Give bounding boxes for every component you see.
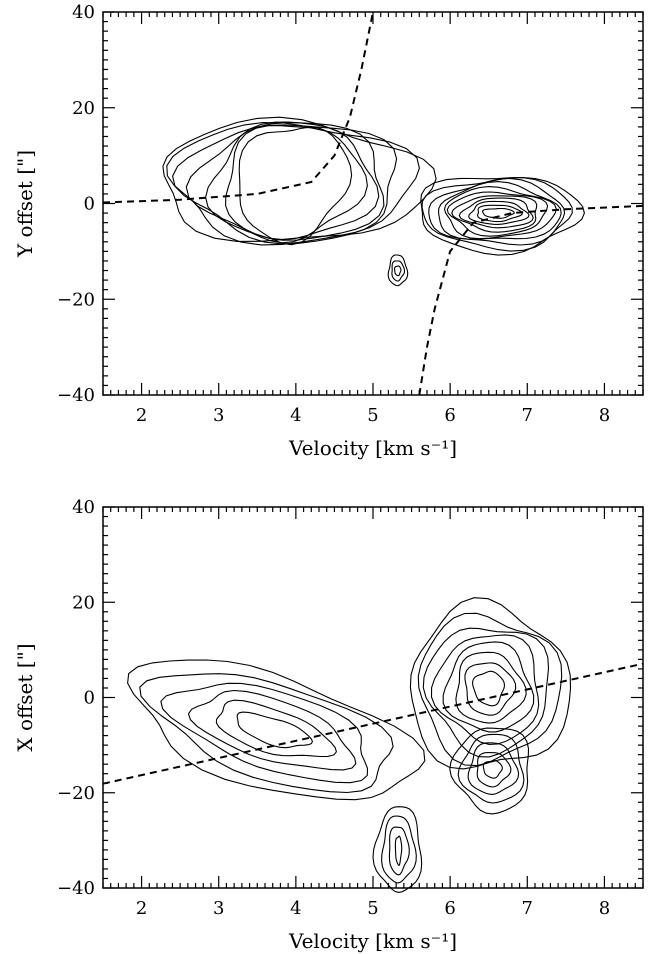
top-x-tick-label: 7 <box>522 405 533 426</box>
bottom-compact-knot-contour-4 <box>372 806 423 893</box>
top-x-tick-label: 2 <box>136 405 147 426</box>
bottom-y-axis-title: X offset ["] <box>13 643 37 751</box>
top-y-tick-label: 40 <box>72 2 95 23</box>
bottom-x-tick-label: 7 <box>522 898 533 919</box>
bottom-x-tick-label: 3 <box>213 898 224 919</box>
top-blue-lobe-contour-6 <box>166 121 420 246</box>
bottom-red-lobe-lower-peak-contour-2 <box>476 751 512 788</box>
top-blue-lobe-contour-7 <box>162 116 437 242</box>
top-red-lobe-contour-8 <box>438 181 562 240</box>
bottom-red-lobe-upper-peak-contour-5 <box>430 634 540 746</box>
bottom-x-tick-label: 8 <box>599 898 610 919</box>
bottom-axes: 2 3 4 5 6 7 8 −40 −20 0 20 40 <box>57 497 644 919</box>
bottom-x-axis-title: Velocity [km s⁻¹] <box>288 929 457 953</box>
bottom-red-lobe-upper-peak-contour-2 <box>464 662 517 716</box>
bottom-x-tick-label: 6 <box>444 898 455 919</box>
top-x-axis-title: Velocity [km s⁻¹] <box>288 436 457 460</box>
bottom-red-lobe-upper-peak-contour-8 <box>409 597 572 770</box>
bottom-y-tick-label: 40 <box>72 497 95 518</box>
bottom-y-tick-label: 20 <box>72 592 95 613</box>
top-y-tick-label: 0 <box>84 194 95 215</box>
top-y-tick-label: −40 <box>57 385 95 406</box>
top-red-lobe-contour-5 <box>451 195 538 233</box>
top-compact-knot-contour-1 <box>394 265 402 277</box>
bottom-y-tick-label: −40 <box>57 878 95 899</box>
top-red-lobe-contour-3 <box>468 200 530 225</box>
bottom-red-lobe-upper-peak-contour-6 <box>422 627 550 758</box>
bottom-contours <box>127 597 572 893</box>
top-y-axis-title: Y offset ["] <box>13 150 37 258</box>
bottom-dashed-line <box>102 662 644 785</box>
top-red-lobe-contour-10 <box>421 177 573 252</box>
bottom-blue-lobe-contour-4 <box>160 682 369 784</box>
top-plot-frame <box>102 11 644 396</box>
top-blue-lobe-contour-2 <box>225 125 368 244</box>
bottom-y-tick-label: −20 <box>57 783 95 804</box>
bottom-red-lobe-lower-peak-contour-3 <box>467 742 520 795</box>
bottom-panel: 2 3 4 5 6 7 8 −40 −20 0 20 40 Velocity [km s⁻¹] X o… <box>13 497 644 953</box>
top-x-tick-label: 3 <box>213 405 224 426</box>
top-panel: 2 3 4 5 6 7 8 −40 −20 0 20 40 Velocity [km s⁻¹] Y o… <box>13 2 644 460</box>
top-axes: 2 3 4 5 6 7 8 −40 −20 0 20 40 <box>57 2 644 426</box>
bottom-x-tick-label: 5 <box>367 898 378 919</box>
bottom-red-lobe-lower-peak-contour-5 <box>449 727 530 815</box>
bottom-x-tick-label: 2 <box>136 898 147 919</box>
top-red-lobe-contour-4 <box>458 197 534 229</box>
top-blue-lobe-contour-4 <box>185 122 385 241</box>
top-y-tick-label: 20 <box>72 98 95 119</box>
top-y-tick-label: −20 <box>57 289 95 310</box>
bottom-red-lobe-upper-peak-contour-1 <box>472 670 506 707</box>
bottom-plot-frame <box>102 506 644 889</box>
top-red-lobe-contour-7 <box>443 186 557 240</box>
bottom-y-tick-label: 0 <box>84 688 95 709</box>
bottom-blue-lobe-contour-6 <box>127 659 426 801</box>
top-compact-knot-contour-3 <box>387 254 409 287</box>
top-compact-knot-contour-2 <box>391 260 406 282</box>
bottom-red-lobe-lower-peak-contour-4 <box>457 733 525 804</box>
top-x-tick-label: 5 <box>367 405 378 426</box>
top-red-lobe-contour-9 <box>428 177 566 246</box>
bottom-blue-lobe-contour-3 <box>187 689 357 771</box>
top-blue-lobe-contour-5 <box>172 124 398 245</box>
bottom-blue-lobe-contour-2 <box>215 699 338 758</box>
bottom-red-lobe-upper-peak-contour-3 <box>455 651 527 724</box>
bottom-red-lobe-upper-peak-contour-7 <box>417 612 563 767</box>
top-x-tick-label: 8 <box>599 405 610 426</box>
bottom-compact-knot-contour-3 <box>381 815 417 884</box>
top-x-tick-label: 4 <box>290 405 301 426</box>
top-red-lobe-contour-6 <box>446 191 549 237</box>
bottom-compact-knot-contour-2 <box>388 826 410 876</box>
top-x-tick-label: 6 <box>444 405 455 426</box>
bottom-blue-lobe-contour-5 <box>139 673 394 794</box>
top-red-lobe-contour-2 <box>476 204 523 223</box>
top-red-lobe-contour-11 <box>420 176 585 256</box>
top-contours <box>162 116 585 287</box>
bottom-red-lobe-lower-peak-contour-1 <box>482 760 503 779</box>
bottom-blue-lobe-contour-1 <box>236 711 314 749</box>
bottom-red-lobe-upper-peak-contour-4 <box>442 641 535 733</box>
bottom-x-tick-label: 4 <box>290 898 301 919</box>
bottom-compact-knot-contour-1 <box>394 835 403 867</box>
top-red-lobe-contour-1 <box>481 207 515 219</box>
top-dashed-curve <box>102 11 644 396</box>
